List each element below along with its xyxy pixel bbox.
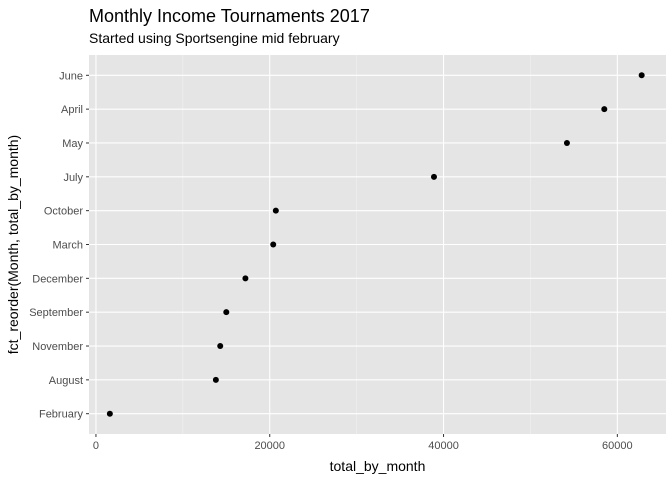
data-point-march	[270, 241, 277, 248]
x-tick-label: 60000	[602, 440, 633, 452]
y-tick-label: May	[62, 138, 83, 150]
x-axis-title: total_by_month	[330, 458, 426, 474]
y-tick-label: December	[32, 273, 83, 285]
y-tick-label: October	[44, 206, 83, 218]
y-tick-label: November	[32, 341, 83, 353]
data-point-november	[217, 343, 224, 350]
x-axis: 0 20000 40000 60000	[93, 434, 633, 452]
data-point-may	[563, 139, 570, 146]
y-axis-title: fct_reorder(Month, total_by_month)	[5, 135, 21, 354]
data-point-september	[223, 309, 230, 316]
data-points	[106, 72, 645, 417]
data-point-december	[242, 275, 249, 282]
data-point-october	[272, 207, 279, 214]
y-axis: February August November September December M…	[29, 70, 89, 421]
y-tick-label: July	[63, 172, 83, 184]
data-point-august	[212, 376, 219, 383]
chart-subtitle: Started using Sportsengine mid february	[89, 30, 340, 46]
x-tick-label: 0	[93, 440, 99, 452]
chart-title: Monthly Income Tournaments 2017	[89, 6, 370, 26]
y-tick-label: June	[59, 70, 83, 82]
data-point-april	[601, 106, 608, 113]
x-tick-label: 40000	[428, 440, 459, 452]
data-point-july	[430, 173, 437, 180]
y-tick-label: September	[29, 307, 83, 319]
y-tick-label: March	[52, 240, 83, 252]
x-tick-label: 20000	[254, 440, 285, 452]
y-tick-label: February	[39, 409, 84, 421]
major-gridlines	[89, 55, 666, 434]
y-tick-label: August	[49, 375, 83, 387]
data-point-february	[106, 410, 113, 417]
data-point-june	[638, 72, 645, 79]
y-tick-label: April	[61, 104, 83, 116]
